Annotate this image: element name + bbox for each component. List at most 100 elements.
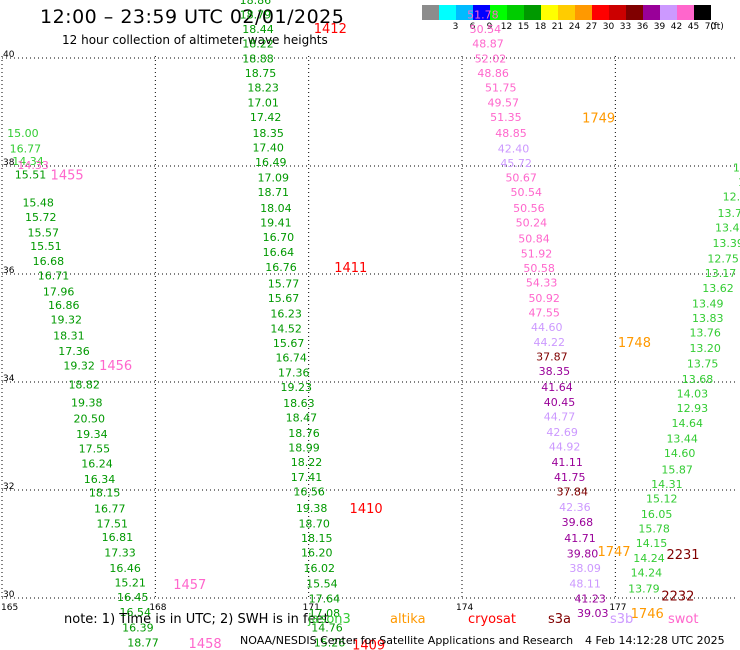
- color-scale-swatch: [422, 5, 439, 20]
- wave-height-label: 45.72: [500, 157, 532, 170]
- pass-time-label: 1747: [597, 545, 630, 560]
- wave-height-label: 13.39: [712, 237, 740, 250]
- wave-height-label: 13.7: [718, 207, 740, 220]
- wave-height-label: 1: [733, 161, 740, 174]
- wave-height-label: 38.09: [569, 562, 601, 575]
- wave-height-label: 51.92: [521, 247, 553, 260]
- wave-height-label: 18.35: [252, 127, 284, 140]
- wave-height-label: 15.51: [15, 168, 47, 181]
- wave-height-label: 15.21: [114, 577, 146, 590]
- wave-height-label: 39.80: [567, 548, 599, 561]
- wave-height-label: 14.31: [651, 478, 683, 491]
- satellite-legend-swot: swot: [668, 612, 699, 627]
- wave-height-label: 17.64: [309, 592, 341, 605]
- color-scale-swatch: [456, 5, 473, 20]
- color-scale-swatch: [575, 5, 592, 20]
- color-scale-tick: 39: [653, 22, 666, 32]
- wave-height-label: 18.71: [258, 186, 290, 199]
- color-scale-tick: 24: [568, 22, 581, 32]
- color-scale-swatch: [558, 5, 575, 20]
- wave-height-label: 14.15: [636, 537, 668, 550]
- wave-height-label: 51.75: [485, 81, 517, 94]
- wave-height-label: 17.96: [43, 286, 74, 299]
- wave-height-label: 15.78: [638, 523, 670, 536]
- wave-height-label: 50.24: [516, 216, 548, 229]
- pass-time-label: 1748: [618, 336, 651, 351]
- lat-tick-label: 36: [3, 266, 15, 276]
- wave-height-label: 14.64: [672, 417, 704, 430]
- wave-height-label: 42.40: [498, 143, 530, 156]
- color-scale-swatch: [541, 5, 558, 20]
- wave-height-label: 48.85: [495, 127, 527, 140]
- wave-height-label: 50.56: [513, 202, 545, 215]
- wave-height-label: 16.64: [263, 246, 295, 259]
- wave-height-label: 49.57: [488, 97, 520, 110]
- wave-height-label: 17.36: [278, 367, 310, 380]
- color-scale-swatch: [609, 5, 626, 20]
- wave-height-label: 17.36: [58, 345, 90, 358]
- wave-height-label: 12.93: [677, 402, 709, 415]
- wave-height-label: 16.49: [255, 156, 287, 169]
- wave-height-label: 18.99: [288, 442, 320, 455]
- wave-height-label: 16.77: [10, 143, 42, 156]
- wave-height-label: 41.75: [554, 471, 586, 484]
- generated-timestamp: 4 Feb 14:12:28 UTC 2025: [585, 634, 725, 647]
- wave-height-label: 51.78: [467, 9, 499, 22]
- wave-height-label: 16.71: [38, 269, 70, 282]
- wave-height-label: 19.23: [281, 381, 313, 394]
- wave-height-label: 13.68: [682, 373, 714, 386]
- color-scale-swatch: [592, 5, 609, 20]
- wave-height-label: 18.86: [240, 0, 272, 7]
- wave-height-label: 16.81: [102, 531, 133, 544]
- lat-tick-label: 38: [3, 158, 15, 168]
- wave-height-label: 19.38: [71, 396, 103, 409]
- wave-height-label: 18.76: [288, 427, 320, 440]
- wave-height-label: 16.56: [293, 485, 325, 498]
- wave-height-label: 44.77: [544, 410, 576, 423]
- wave-height-label: 16.76: [265, 261, 297, 274]
- wave-height-label: 15.51: [30, 240, 62, 253]
- wave-height-label: 41.64: [541, 381, 573, 394]
- wave-height-label: 50.54: [470, 23, 502, 36]
- color-scale-swatch: [626, 5, 643, 20]
- pass-time-label: 1457: [173, 578, 206, 593]
- color-scale-tick: 33: [619, 22, 632, 32]
- lon-tick-label: 177: [609, 603, 626, 613]
- color-scale-tick: 42: [670, 22, 683, 32]
- wave-height-label: 50.54: [511, 186, 543, 199]
- wave-height-label: 18.75: [245, 67, 277, 80]
- wave-height-label: 18.88: [242, 52, 274, 65]
- wave-height-label: 14.03: [677, 388, 709, 401]
- wave-height-label: 16.77: [94, 503, 126, 516]
- color-scale-tick: 45: [687, 22, 700, 32]
- wave-height-label: 16.46: [109, 562, 141, 575]
- wave-height-label: 19.38: [296, 502, 328, 515]
- pass-time-label: 1749: [582, 111, 615, 126]
- color-scale-tick: 9: [486, 22, 493, 32]
- map-title: 12:00 – 23:59 UTC 02/01/2025: [40, 6, 345, 28]
- satellite-legend-s3b: s3b: [610, 612, 634, 627]
- wave-height-label: 42.36: [559, 501, 591, 514]
- wave-height-label: 15.72: [25, 211, 57, 224]
- color-scale-tick: 15: [517, 22, 530, 32]
- wave-height-label: 52.02: [475, 52, 507, 65]
- wave-height-label: 37.87: [536, 350, 568, 363]
- pass-time-label: 1410: [350, 502, 383, 517]
- wave-height-label: 48.87: [472, 38, 504, 51]
- wave-height-label: 14.76: [311, 621, 343, 634]
- wave-height-label: 38.35: [539, 365, 571, 378]
- wave-height-label: 18.79: [240, 9, 272, 22]
- wave-height-label: 13.44: [666, 432, 698, 445]
- wave-height-label: 15.54: [306, 578, 338, 591]
- wave-height-label: 48.11: [569, 578, 601, 591]
- wave-height-label: 16.74: [275, 351, 307, 364]
- wave-height-label: 44.60: [531, 321, 563, 334]
- wave-height-label: 15.57: [28, 227, 60, 240]
- color-scale-tick: 21: [551, 22, 564, 32]
- wave-height-label: 14.34: [12, 155, 44, 168]
- wave-height-label: 50.58: [523, 262, 555, 275]
- map-subtitle: 12 hour collection of altimeter wave hei…: [62, 33, 328, 47]
- lon-tick-label: 171: [303, 603, 320, 613]
- wave-height-label: 16.54: [120, 606, 152, 619]
- color-scale-swatch: [677, 5, 694, 20]
